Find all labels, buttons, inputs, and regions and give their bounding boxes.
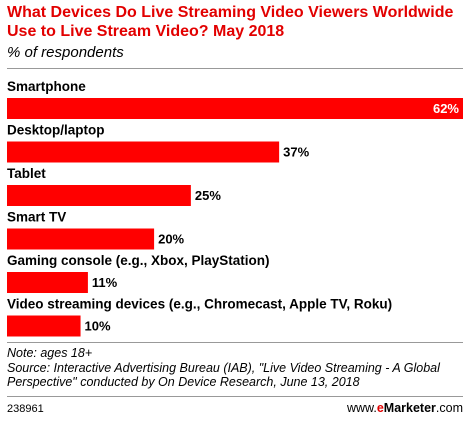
bar-chart: Smartphone 62% Desktop/laptop 37% Tablet 25% S… [7,79,463,337]
top-divider [7,68,463,69]
category-label: Video streaming devices (e.g., Chromecas… [7,297,392,312]
chart-title: What Devices Do Live Streaming Video Vie… [7,4,454,40]
bar [7,141,280,163]
brand-suffix: .com [435,401,463,415]
bar [7,185,191,206]
bar [7,272,88,293]
brand-prefix: www. [346,401,377,415]
chart-id: 238961 [7,403,44,415]
chart-notes: Note: ages 18+ Source: Interactive Adver… [7,346,463,390]
source-text: Source: Interactive Advertising Bureau (… [7,360,440,390]
bar [7,228,155,250]
chart-subtitle: % of respondents [7,44,124,61]
note-text: Note: ages 18+ [7,346,93,360]
bottom-divider [7,342,463,343]
brand-e: e [376,401,384,415]
brand-link[interactable]: www.eMarketer.com [347,401,463,415]
brand-name: Marketer [383,401,436,415]
category-label: Smartphone [7,79,86,94]
category-label: Gaming console (e.g., Xbox, PlayStation) [7,253,270,268]
category-label: Desktop/laptop [7,123,105,138]
value-label: 37% [283,145,309,160]
value-label: 10% [85,319,111,334]
value-label: 62% [433,101,459,116]
value-label: 20% [158,232,184,247]
footer-divider [7,396,463,397]
category-label: Smart TV [7,210,66,225]
bar [7,98,463,119]
bar [7,315,81,337]
category-label: Tablet [7,166,46,181]
value-label: 11% [92,275,118,290]
value-label: 25% [195,188,221,203]
